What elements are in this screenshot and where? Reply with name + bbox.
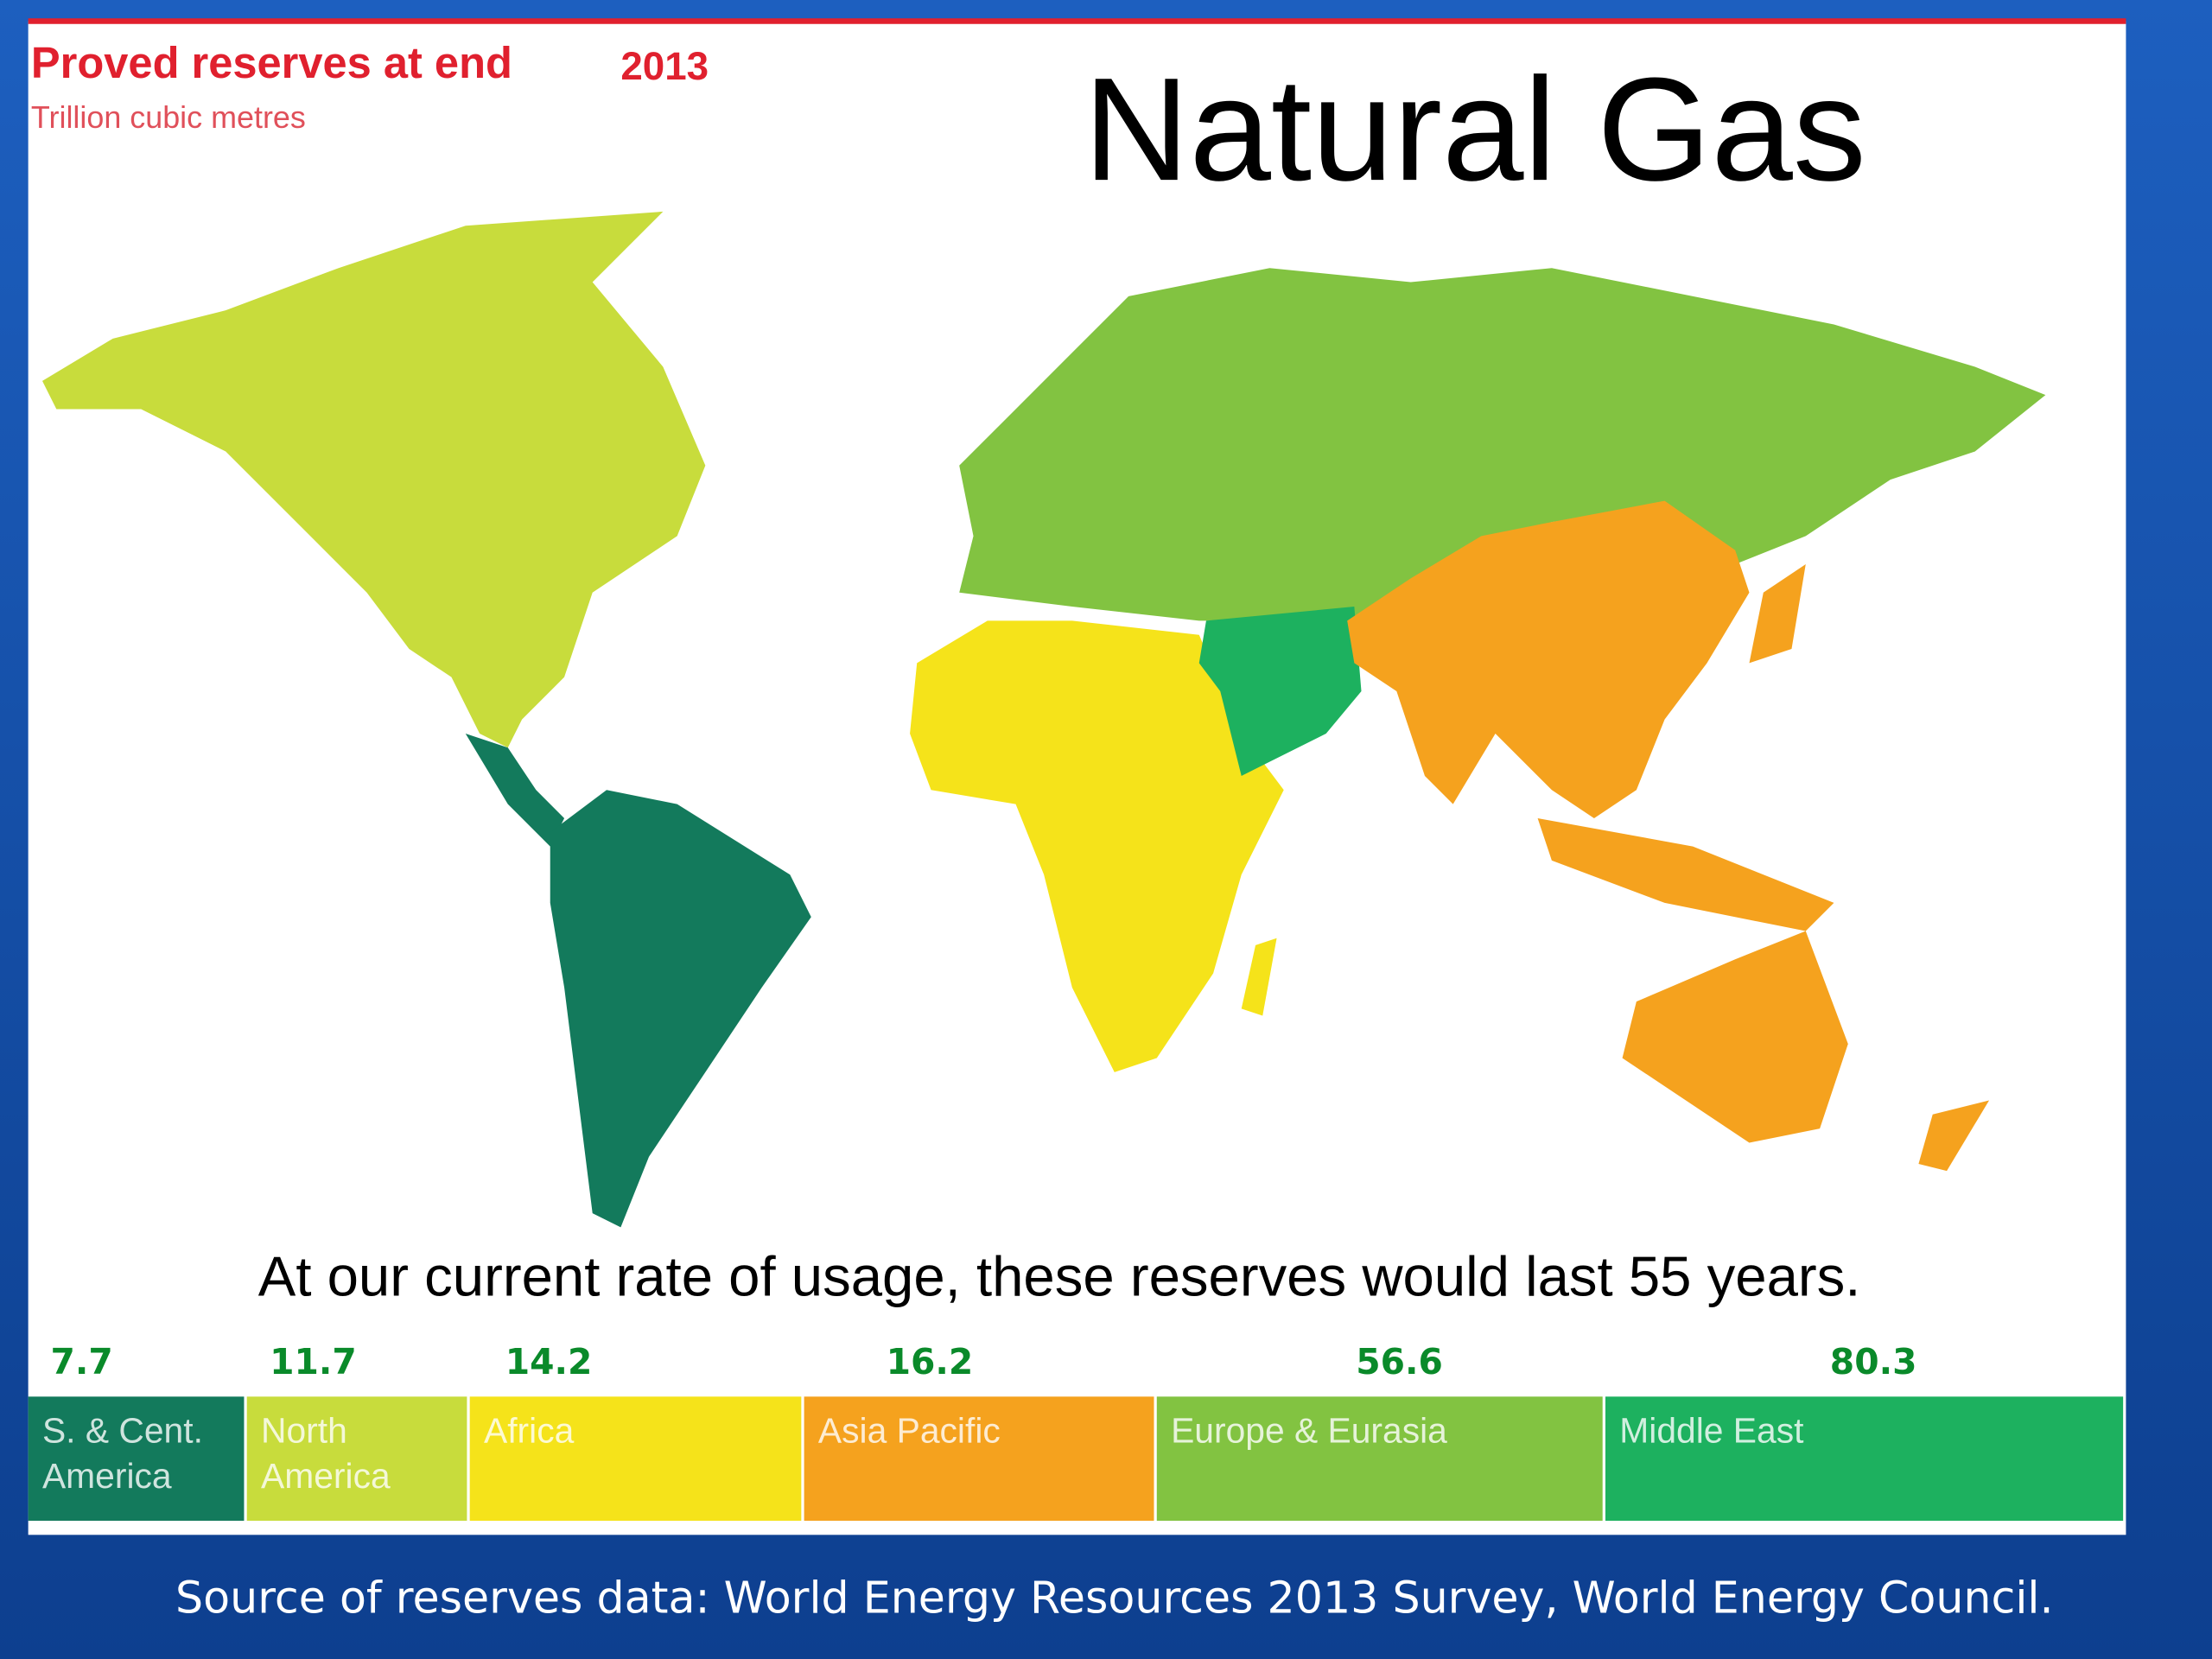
region-bar: [246, 1396, 467, 1521]
middle-east: [1198, 607, 1362, 776]
region-strip: S. & Cent. America 7.7 North America 11.7 Afri…: [28, 1341, 2124, 1521]
japan: [1749, 564, 1806, 664]
region-value: 14.2: [505, 1341, 593, 1382]
south-america: [550, 790, 811, 1228]
australia: [1622, 931, 1848, 1143]
region-name: Asia Pacific: [818, 1411, 1001, 1451]
region-bar: [1605, 1396, 2124, 1521]
region-name: America: [261, 1456, 391, 1496]
header-title: Proved reserves at end: [31, 38, 512, 87]
source: Source of reserves data: World Energy Re…: [175, 1573, 2054, 1624]
region-name: S. & Cent.: [42, 1411, 203, 1451]
header-unit: Trillion cubic metres: [31, 99, 306, 135]
eurasia: [959, 268, 2046, 621]
southeast-islands: [1537, 817, 1834, 931]
region-name: America: [42, 1456, 172, 1496]
top-rule: [28, 18, 2126, 24]
africa: [910, 620, 1284, 1072]
region-bar: [804, 1396, 1154, 1521]
region-name: Africa: [484, 1411, 575, 1451]
north-america: [41, 211, 706, 748]
region-name: Europe & Eurasia: [1171, 1411, 1447, 1451]
region-bar: [1156, 1396, 1603, 1521]
region-value: 80.3: [1830, 1341, 1917, 1382]
madagascar: [1241, 938, 1277, 1016]
asia: [1347, 500, 1750, 818]
region-bar: [28, 1396, 245, 1521]
new-zealand: [1918, 1100, 1990, 1172]
note: At our current rate of usage, these rese…: [258, 1245, 1861, 1308]
world-map: [41, 211, 2046, 1228]
header-year: 2013: [620, 44, 709, 88]
region-value: 11.7: [270, 1341, 357, 1382]
region-bar: [469, 1396, 802, 1521]
central-america: [465, 733, 565, 847]
region-name: North: [261, 1411, 347, 1451]
slide-title: Natural Gas: [1084, 47, 1866, 211]
region-value: 16.2: [887, 1341, 974, 1382]
region-name: Middle East: [1619, 1411, 1804, 1451]
region-value: 56.6: [1356, 1341, 1443, 1382]
region-value: 7.7: [51, 1341, 113, 1382]
